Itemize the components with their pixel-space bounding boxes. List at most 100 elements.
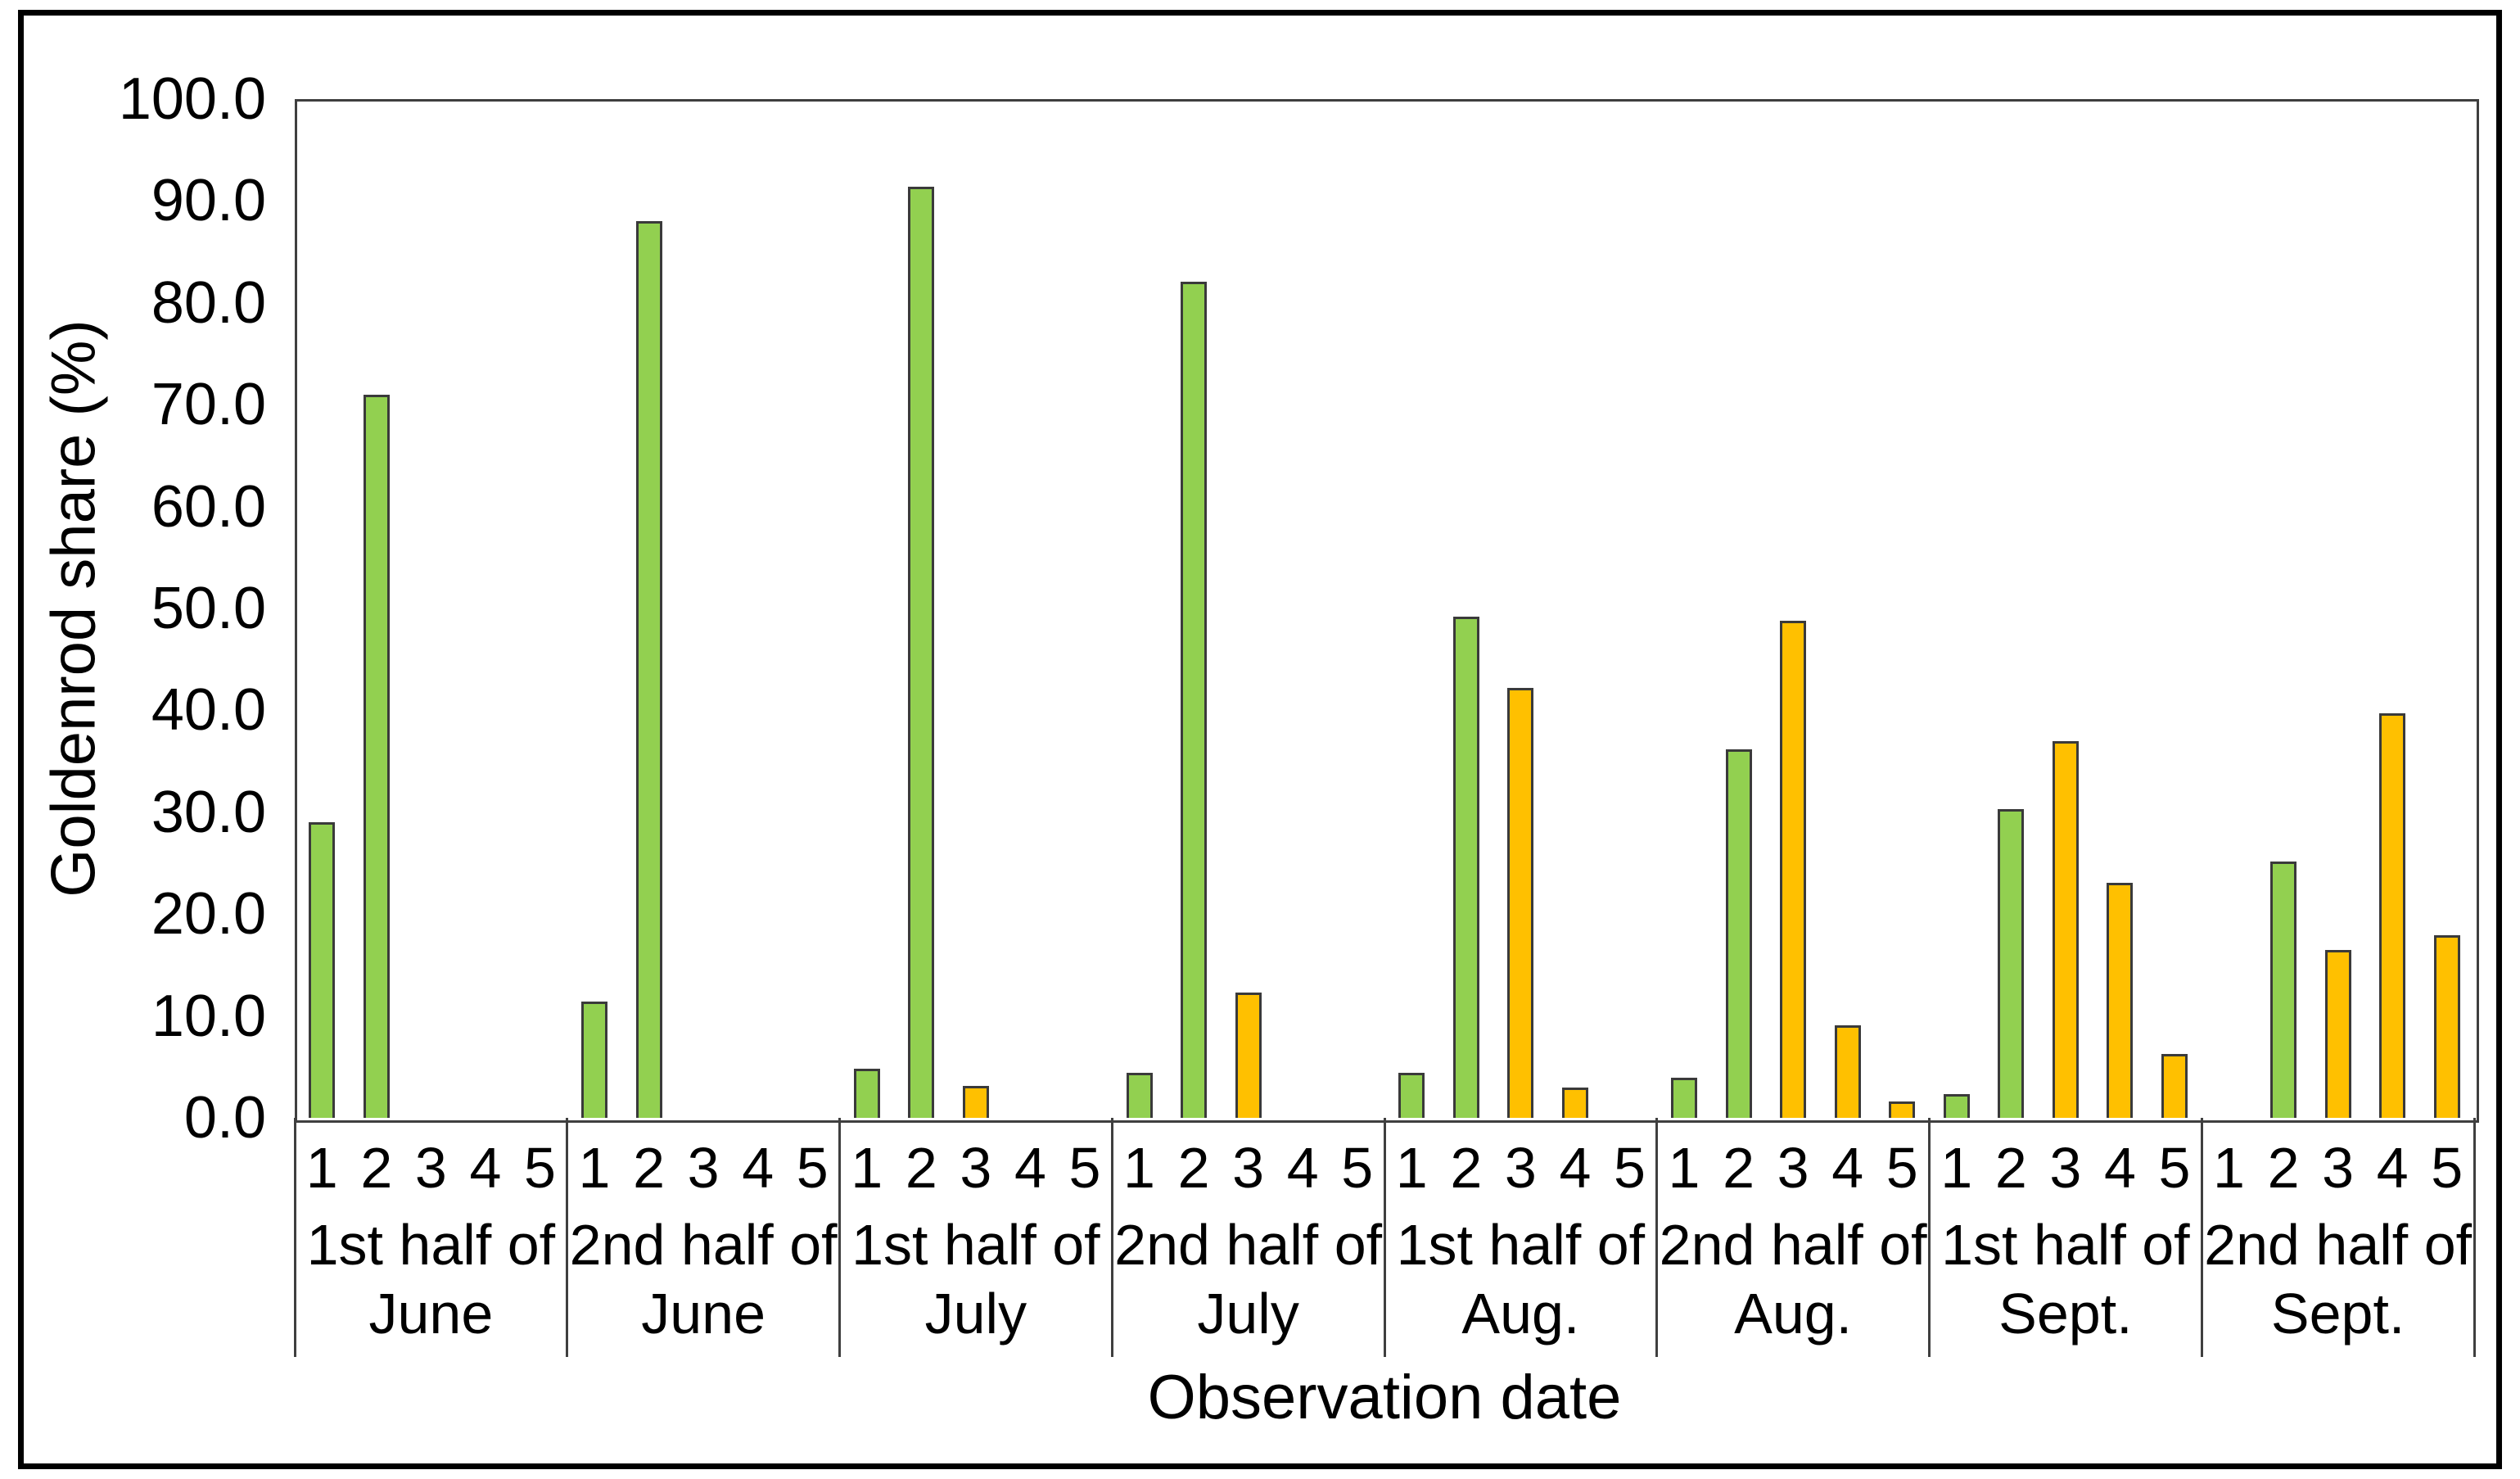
- y-tick-label: 40.0: [151, 677, 266, 744]
- figure-border: [18, 10, 2502, 1469]
- position-label: 3: [1777, 1136, 1809, 1200]
- position-label: 4: [1014, 1136, 1046, 1200]
- position-label: 3: [2049, 1136, 2082, 1200]
- position-label: 1: [1395, 1136, 1428, 1200]
- position-label: 2: [1450, 1136, 1483, 1200]
- position-label: 4: [2103, 1136, 2136, 1200]
- group-separator: [1110, 1118, 1113, 1357]
- position-label: 1: [2213, 1136, 2245, 1200]
- bar-1st-half-of-july-pos3: [962, 1086, 989, 1118]
- position-label: 5: [796, 1136, 829, 1200]
- x-axis-title: Observation date: [1147, 1363, 1622, 1432]
- group-label: 2nd half of Sept.: [2204, 1213, 2473, 1346]
- bar-1st-half-of-sept.-pos5: [2161, 1053, 2188, 1118]
- bar-2nd-half-of-aug.-pos2: [1725, 749, 1752, 1118]
- bar-2nd-half-of-june-pos2: [635, 221, 662, 1118]
- y-tick-label: 0.0: [183, 1085, 266, 1151]
- position-label: 4: [1831, 1136, 1864, 1200]
- bar-2nd-half-of-july-pos3: [1235, 992, 1262, 1118]
- bar-1st-half-of-sept.-pos4: [2107, 882, 2134, 1118]
- position-label: 2: [1994, 1136, 2027, 1200]
- group-separator: [1928, 1118, 1931, 1357]
- position-label: 3: [687, 1136, 720, 1200]
- position-label: 2: [633, 1136, 666, 1200]
- position-label: 2: [1177, 1136, 1210, 1200]
- position-label: 1: [851, 1136, 883, 1200]
- position-label: 3: [1232, 1136, 1265, 1200]
- bar-1st-half-of-aug.-pos4: [1561, 1087, 1588, 1118]
- bar-1st-half-of-aug.-pos2: [1452, 616, 1479, 1118]
- y-tick-label: 100.0: [118, 66, 266, 132]
- position-label: 5: [2158, 1136, 2191, 1200]
- group-label: 1st half of Sept.: [1941, 1213, 2190, 1346]
- y-tick-label: 20.0: [151, 881, 266, 948]
- group-separator: [566, 1118, 569, 1357]
- bar-1st-half-of-aug.-pos3: [1507, 688, 1534, 1118]
- position-label: 1: [305, 1136, 338, 1200]
- bar-2nd-half-of-july-pos2: [1181, 281, 1208, 1118]
- position-label: 1: [1123, 1136, 1155, 1200]
- group-separator: [2200, 1118, 2203, 1357]
- position-label: 2: [1723, 1136, 1755, 1200]
- bar-2nd-half-of-sept.-pos3: [2324, 949, 2351, 1118]
- bar-2nd-half-of-sept.-pos2: [2270, 861, 2297, 1118]
- bar-2nd-half-of-july-pos1: [1126, 1073, 1153, 1118]
- bar-2nd-half-of-sept.-pos5: [2433, 935, 2460, 1118]
- position-label: 1: [1668, 1136, 1700, 1200]
- bar-1st-half-of-july-pos1: [853, 1069, 880, 1118]
- group-separator: [1383, 1118, 1386, 1357]
- bar-2nd-half-of-sept.-pos4: [2379, 713, 2406, 1118]
- bar-2nd-half-of-june-pos1: [581, 1002, 608, 1118]
- bar-2nd-half-of-aug.-pos1: [1671, 1078, 1698, 1118]
- group-label: 2nd half of Aug.: [1659, 1213, 1927, 1346]
- group-separator: [1655, 1118, 1659, 1357]
- y-tick-label: 70.0: [151, 372, 266, 438]
- position-label: 4: [2376, 1136, 2409, 1200]
- position-label: 3: [1504, 1136, 1537, 1200]
- group-label: 2nd half of July: [1114, 1213, 1383, 1346]
- y-tick-label: 10.0: [151, 983, 266, 1049]
- plot-area: [295, 99, 2479, 1123]
- position-label: 5: [1341, 1136, 1374, 1200]
- group-separator: [293, 1118, 296, 1357]
- bar-1st-half-of-june-pos2: [363, 394, 390, 1118]
- y-tick-label: 60.0: [151, 473, 266, 540]
- position-label: 3: [960, 1136, 992, 1200]
- position-label: 5: [1068, 1136, 1101, 1200]
- position-label: 4: [469, 1136, 502, 1200]
- position-label: 3: [414, 1136, 447, 1200]
- group-label: 2nd half of June: [569, 1213, 838, 1346]
- position-label: 2: [360, 1136, 393, 1200]
- bar-2nd-half-of-aug.-pos5: [1889, 1101, 1916, 1118]
- group-separator: [838, 1118, 841, 1357]
- group-label: 1st half of July: [851, 1213, 1100, 1346]
- bar-1st-half-of-sept.-pos3: [2052, 740, 2079, 1118]
- position-label: 5: [523, 1136, 556, 1200]
- y-tick-label: 90.0: [151, 168, 266, 234]
- y-tick-label: 50.0: [151, 576, 266, 641]
- position-label: 2: [905, 1136, 937, 1200]
- group-separator: [2473, 1118, 2476, 1357]
- position-label: 1: [1940, 1136, 1973, 1200]
- y-tick-label: 30.0: [151, 779, 266, 845]
- position-label: 5: [2431, 1136, 2464, 1200]
- position-label: 4: [742, 1136, 775, 1200]
- group-label: 1st half of June: [306, 1213, 556, 1346]
- position-label: 5: [1613, 1136, 1646, 1200]
- position-label: 4: [1559, 1136, 1592, 1200]
- group-label: 1st half of Aug.: [1396, 1213, 1646, 1346]
- bar-1st-half-of-june-pos1: [309, 822, 336, 1118]
- bar-1st-half-of-aug.-pos1: [1398, 1073, 1425, 1118]
- y-tick-label: 80.0: [151, 269, 266, 336]
- position-label: 5: [1885, 1136, 1918, 1200]
- position-label: 3: [2322, 1136, 2355, 1200]
- bar-1st-half-of-july-pos2: [908, 186, 935, 1118]
- bar-2nd-half-of-aug.-pos4: [1834, 1024, 1861, 1118]
- bar-1st-half-of-sept.-pos1: [1943, 1094, 1970, 1118]
- position-label: 1: [578, 1136, 611, 1200]
- bar-2nd-half-of-aug.-pos3: [1780, 620, 1807, 1118]
- position-label: 2: [2267, 1136, 2300, 1200]
- position-label: 4: [1286, 1136, 1319, 1200]
- bar-1st-half-of-sept.-pos2: [1998, 809, 2025, 1118]
